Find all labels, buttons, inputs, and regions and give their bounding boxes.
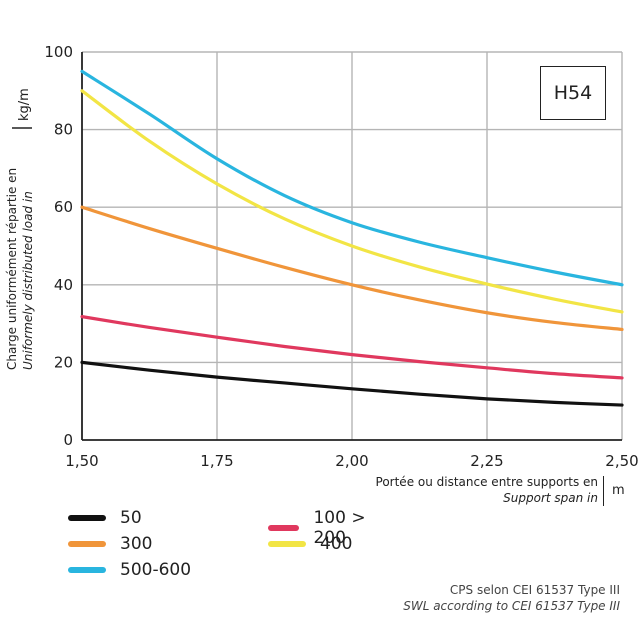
legend-swatch-100-200 (268, 525, 300, 531)
legend-item-100-200: 100 > 200 (268, 508, 388, 548)
series-lines (80, 69, 624, 407)
legend-label-50: 50 (120, 508, 142, 528)
y-tick-label: 0 (63, 431, 73, 449)
chart-title-box: H54 (540, 66, 606, 120)
y-tick-label: 80 (54, 121, 73, 139)
y-axis-label-en: Uniformely distributed load in (21, 191, 35, 370)
series-line-500-600 (80, 69, 624, 287)
x-tick-label: 1,75 (200, 452, 233, 470)
legend-swatch-400 (268, 541, 306, 547)
legend-label-400: 400 (320, 534, 353, 554)
legend-item-50: 50 (68, 508, 142, 528)
series-line-400 (80, 89, 624, 314)
legend-item-400: 400 (268, 534, 352, 554)
swl-note-fr: CPS selon CEI 61537 Type III (449, 583, 620, 597)
x-tick-label: 1,50 (65, 452, 98, 470)
x-tick-label: 2,50 (605, 452, 638, 470)
series-line-50 (80, 360, 624, 407)
tick-labels: 1,50 1,75 2,00 2,25 2,50 0 20 40 60 80 100 (44, 43, 638, 470)
legend-item-300: 300 (68, 534, 152, 554)
x-axis-label-fr: Portée ou distance entre supports en (375, 475, 598, 489)
series-line-300 (80, 205, 624, 332)
y-tick-label: 60 (54, 198, 73, 216)
x-axis-label-en: Support span in (503, 491, 598, 505)
x-tick-label: 2,25 (470, 452, 503, 470)
legend-label-500-600: 500-600 (120, 560, 192, 580)
series-line-100-200 (80, 315, 624, 380)
legend-swatch-50 (68, 515, 106, 521)
legend-label-300: 300 (120, 534, 153, 554)
x-axis-unit: m (603, 476, 625, 506)
legend-label-100-200: 100 > 200 (313, 508, 366, 548)
x-axis-label: Portée ou distance entre supports en Sup… (376, 474, 598, 506)
y-axis-label: Charge uniformément répartie en Uniforme… (5, 88, 35, 370)
axes (81, 52, 622, 441)
y-tick-label: 40 (54, 276, 73, 294)
y-tick-label: 20 (54, 353, 73, 371)
legend-swatch-300 (68, 541, 106, 547)
y-axis-label-fr: Charge uniformément répartie en (5, 168, 19, 370)
legend-swatch-500-600 (68, 567, 106, 573)
y-tick-label: 100 (44, 43, 73, 61)
y-axis-unit: kg/m (17, 88, 32, 121)
x-tick-label: 2,00 (335, 452, 368, 470)
swl-note: CPS selon CEI 61537 Type III SWL accordi… (403, 582, 620, 614)
swl-note-en: SWL according to CEI 61537 Type III (403, 599, 620, 613)
legend-item-500-600: 500-600 (68, 560, 191, 580)
